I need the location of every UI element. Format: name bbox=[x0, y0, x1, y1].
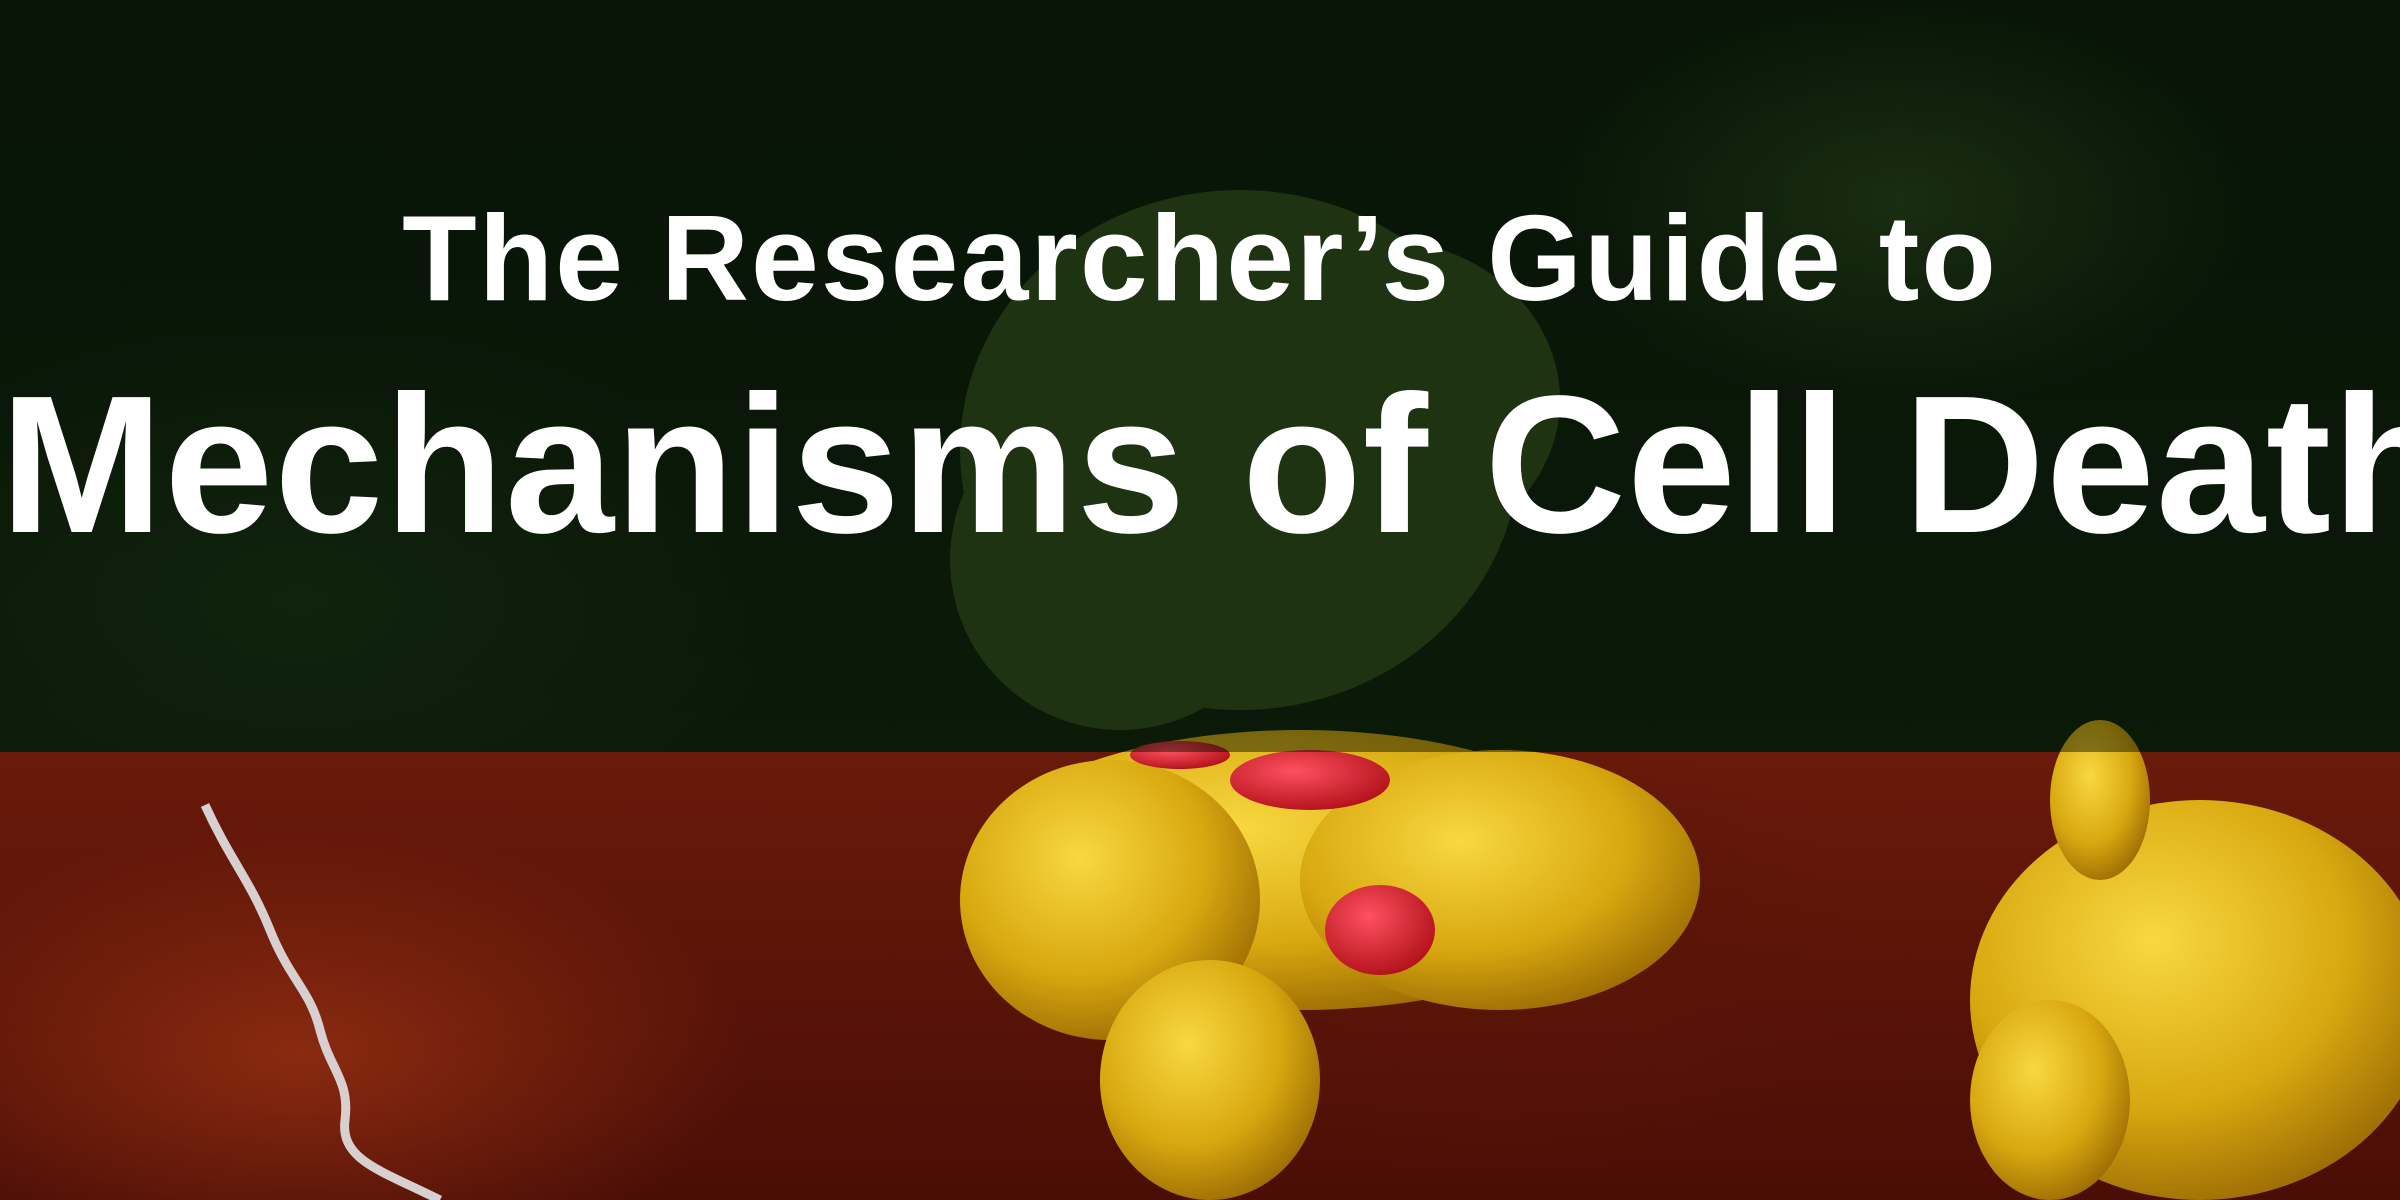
protein-red-spots bbox=[1130, 741, 1435, 975]
title-line-1: The Researcher’s Guide to bbox=[402, 190, 1998, 326]
protein-yellow-center bbox=[960, 730, 1700, 1200]
title-overlay bbox=[0, 0, 2400, 752]
filament bbox=[200, 803, 443, 1200]
protein-green bbox=[950, 190, 1560, 730]
protein-yellow-right bbox=[1970, 720, 2400, 1200]
title-line-2: Mechanisms of Cell Death bbox=[0, 355, 2400, 574]
